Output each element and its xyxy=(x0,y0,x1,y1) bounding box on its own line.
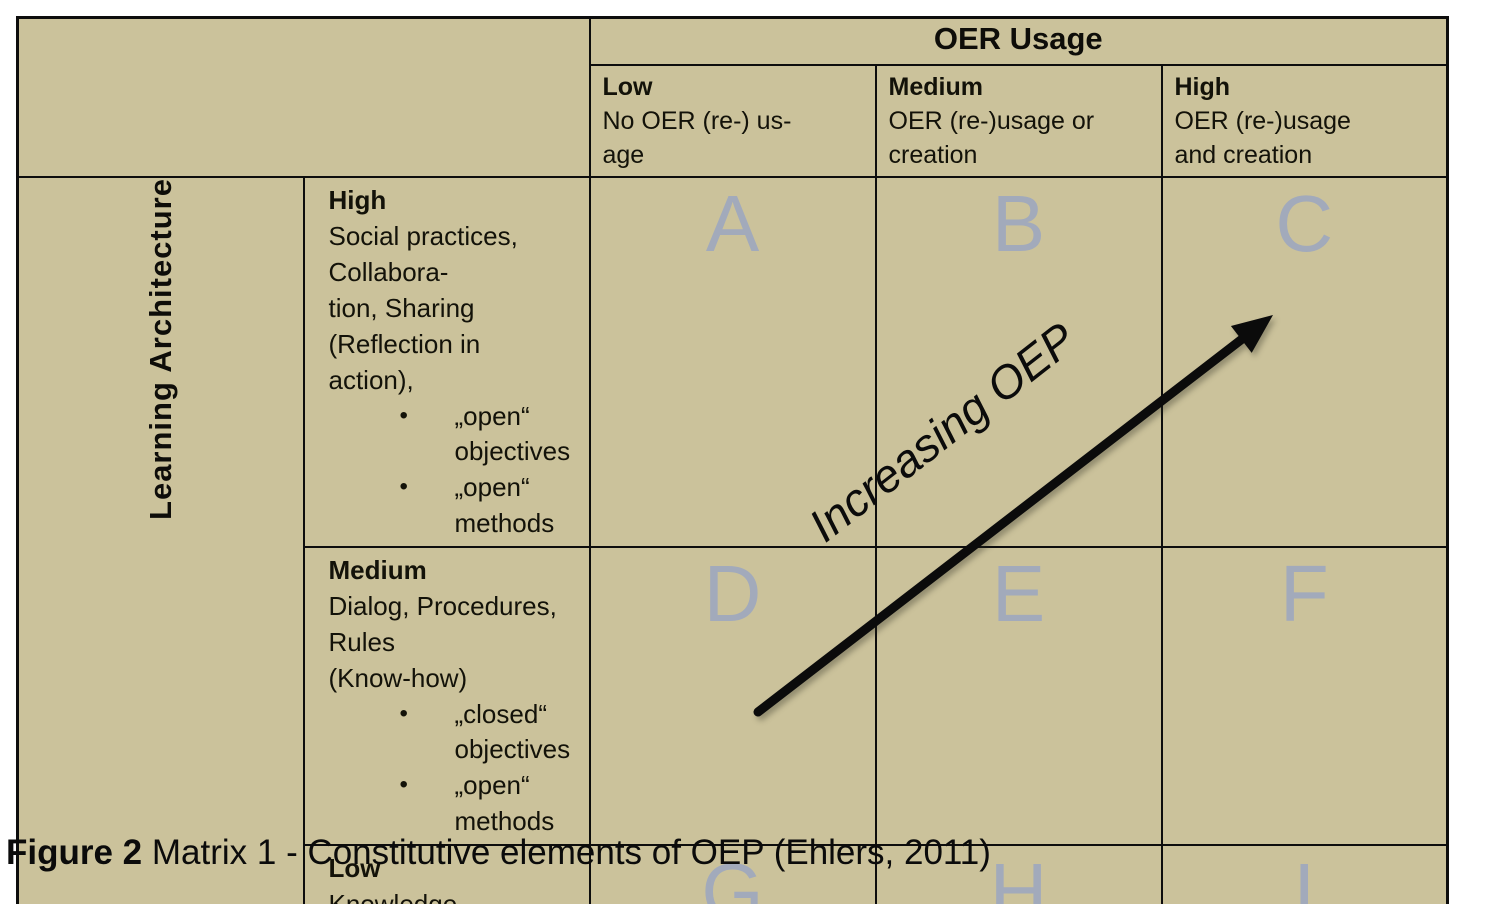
bullet-text: „open“ methods xyxy=(454,472,555,539)
row-header-medium: Medium Dialog, Procedures, Rules (Know-h… xyxy=(302,546,591,846)
col-header-low: Low No OER (re-) us- age xyxy=(588,63,877,179)
col-level-label: Medium xyxy=(888,72,983,101)
bullet-text: „closed“ objectives xyxy=(454,698,571,765)
col-description: No OER (re-) us- age xyxy=(602,106,792,169)
matrix-table: OER Usage Low No OER (re-) us- age Mediu… xyxy=(16,16,1449,904)
row-level-label: Medium xyxy=(328,555,427,585)
row-level-label: Low xyxy=(328,853,381,883)
row-header-low: Low Knowledge transmission (Know that) •… xyxy=(302,844,591,904)
row-description: Dialog, Procedures, Rules (Know-how) xyxy=(328,590,557,693)
figure-caption: Figure 2 Matrix 1 - Constitutive element… xyxy=(6,833,991,873)
matrix-cell-h: H xyxy=(874,844,1163,904)
bullet-text: „open“ methods xyxy=(454,770,555,837)
col-description: OER (re-)usage and creation xyxy=(1174,106,1351,169)
matrix-cell-a: A xyxy=(588,176,877,548)
row-level-label: High xyxy=(328,185,387,216)
row-group-title-cell: Learning Architecture xyxy=(16,176,305,904)
oep-matrix: OER Usage Low No OER (re-) us- age Mediu… xyxy=(16,16,1449,904)
matrix-cell-g: G xyxy=(588,844,877,904)
bullet-icon: • xyxy=(399,699,408,727)
column-group-title: OER Usage xyxy=(588,16,1449,66)
bullet-text: „open“ objectives xyxy=(454,400,571,467)
matrix-cell-i: I xyxy=(1160,844,1449,904)
matrix-cell-d: D xyxy=(588,546,877,846)
col-level-label: Low xyxy=(602,72,653,101)
bullet-item: • „open“ methods xyxy=(400,470,581,542)
matrix-cell-e: E xyxy=(874,546,1163,846)
col-header-high: High OER (re-)usage and creation xyxy=(1160,63,1449,179)
row-description: Social practices, Collabora- tion, Shari… xyxy=(328,221,518,395)
bullet-item: • „open“ methods xyxy=(400,768,581,840)
row-group-title: Learning Architecture xyxy=(142,178,178,521)
bullet-icon: • xyxy=(399,473,408,501)
matrix-cell-c: C xyxy=(1160,176,1449,548)
figure-caption-text: Matrix 1 - Constitutive elements of OEP … xyxy=(151,833,991,872)
corner-cell xyxy=(16,16,591,179)
col-header-medium: Medium OER (re-)usage or creation xyxy=(874,63,1163,179)
bullet-item: • „open“ objectives xyxy=(400,399,581,471)
bullet-icon: • xyxy=(399,771,408,799)
matrix-cell-b: B xyxy=(874,176,1163,548)
figure-number: Figure 2 xyxy=(6,833,143,872)
col-level-label: High xyxy=(1174,72,1231,101)
bullet-icon: • xyxy=(399,401,408,429)
matrix-cell-f: F xyxy=(1160,546,1449,846)
row-header-high: High Social practices, Collabora- tion, … xyxy=(302,176,591,548)
row-description: Knowledge transmission (Know that) xyxy=(328,888,458,904)
bullet-item: • „closed“ objectives xyxy=(400,697,581,769)
col-description: OER (re-)usage or creation xyxy=(888,106,1095,169)
